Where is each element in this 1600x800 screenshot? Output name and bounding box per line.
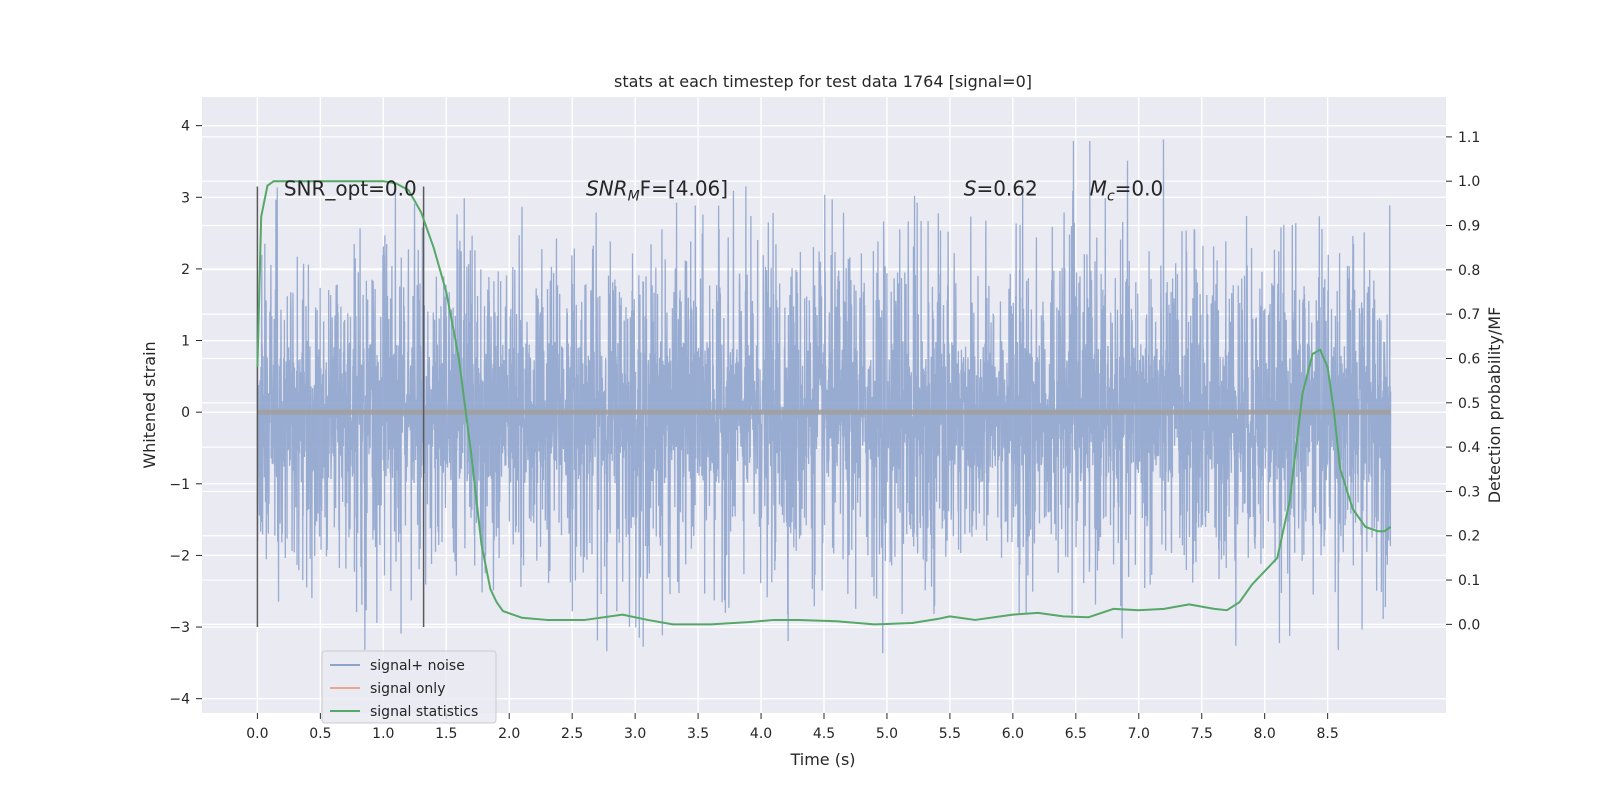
signal-statistics-line — [256, 180, 1392, 626]
y2-tick-label-8: 0.8 — [1458, 263, 1480, 279]
y-tick-label-2: 2 — [181, 262, 190, 278]
y-tick-label-8: −4 — [169, 692, 190, 708]
y-axis-label: Whitened strain — [140, 341, 159, 468]
y-tick-label-4: 0 — [181, 405, 190, 421]
x-tick-label-6: 3.0 — [624, 726, 646, 742]
y2-tick-label-0: 0.0 — [1458, 617, 1480, 633]
signal-plus-noise-line — [256, 139, 1392, 654]
y-tick-labels: 4 3 2 1 0 −1 −2 −3 −4 — [169, 119, 202, 708]
x-tick-label-8: 4.0 — [750, 726, 772, 742]
annotation-3: Mc=0.0 — [1090, 177, 1164, 205]
x-tick-label-3: 1.5 — [435, 726, 457, 742]
x-tick-label-15: 7.5 — [1191, 726, 1213, 742]
y-tick-label-7: −3 — [169, 620, 190, 636]
x-axis-label: Time (s) — [789, 750, 855, 769]
annotation-0: SNR_opt=0.0 — [284, 177, 417, 201]
x-tick-label-5: 2.5 — [561, 726, 583, 742]
x-tick-label-17: 8.5 — [1317, 726, 1339, 742]
y2-tick-label-10: 1.0 — [1458, 174, 1480, 190]
y2-tick-label-1: 0.1 — [1458, 573, 1480, 589]
y-tick-label-5: −1 — [169, 477, 190, 493]
y2-tick-label-5: 0.5 — [1458, 396, 1480, 412]
y2-axis-label: Detection probability/MF — [1485, 307, 1504, 504]
y2-tick-label-7: 0.7 — [1458, 307, 1480, 323]
signal-plus-noise-series — [256, 139, 1392, 654]
legend: signal+ noise signal only signal statistic… — [321, 650, 497, 724]
y2-tick-label-3: 0.3 — [1458, 484, 1480, 500]
y-tick-label-0: 4 — [181, 119, 190, 135]
annotation-2: S=0.62 — [964, 177, 1038, 201]
x-tick-label-13: 6.5 — [1065, 726, 1087, 742]
y2-tick-label-6: 0.6 — [1458, 351, 1480, 367]
legend-label-1: signal only — [370, 681, 445, 697]
y2-tick-label-11: 1.1 — [1458, 130, 1480, 146]
window-lines — [256, 186, 425, 628]
y2-tick-label-2: 0.2 — [1458, 529, 1480, 545]
x-tick-label-11: 5.5 — [939, 726, 961, 742]
annotation-1: SNRMF=[4.06] — [586, 177, 728, 205]
y-tick-label-1: 3 — [181, 190, 190, 206]
y2-tick-labels: 0.0 0.1 0.2 0.3 0.4 0.5 0.6 0.7 0.8 0.9 1.0 1.1 — [1446, 130, 1480, 633]
y-tick-label-3: 1 — [181, 334, 190, 350]
x-tick-label-4: 2.0 — [498, 726, 520, 742]
legend-label-2: signal statistics — [370, 704, 478, 720]
x-tick-label-12: 6.0 — [1002, 726, 1024, 742]
y-tick-label-6: −2 — [169, 548, 190, 564]
y2-tick-label-4: 0.4 — [1458, 440, 1480, 456]
x-tick-label-1: 0.5 — [309, 726, 331, 742]
x-tick-label-7: 3.5 — [687, 726, 709, 742]
x-tick-label-0: 0.0 — [246, 726, 268, 742]
chart-title: stats at each timestep for test data 176… — [614, 72, 1032, 91]
legend-label-0: signal+ noise — [370, 658, 465, 674]
x-tick-label-2: 1.0 — [372, 726, 394, 742]
x-tick-label-10: 5.0 — [876, 726, 898, 742]
annotations: SNR_opt=0.0 SNRMF=[4.06] S=0.62 Mc=0.0 — [284, 177, 1163, 205]
y2-tick-label-9: 0.9 — [1458, 219, 1480, 235]
signal-statistics-series — [256, 180, 1392, 626]
x-tick-label-16: 8.0 — [1254, 726, 1276, 742]
x-tick-label-9: 4.5 — [813, 726, 835, 742]
legend-box — [321, 650, 497, 724]
x-tick-label-14: 7.0 — [1128, 726, 1150, 742]
x-tick-labels: 0.0 0.5 1.0 1.5 2.0 2.5 3.0 3.5 4.0 4.5 5.0 5.5 6.0 6… — [246, 713, 1339, 742]
